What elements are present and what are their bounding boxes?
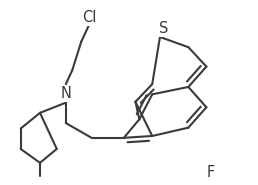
Text: N: N [60,86,71,101]
Text: Cl: Cl [82,10,96,25]
Text: F: F [206,165,214,181]
Text: S: S [159,21,168,36]
